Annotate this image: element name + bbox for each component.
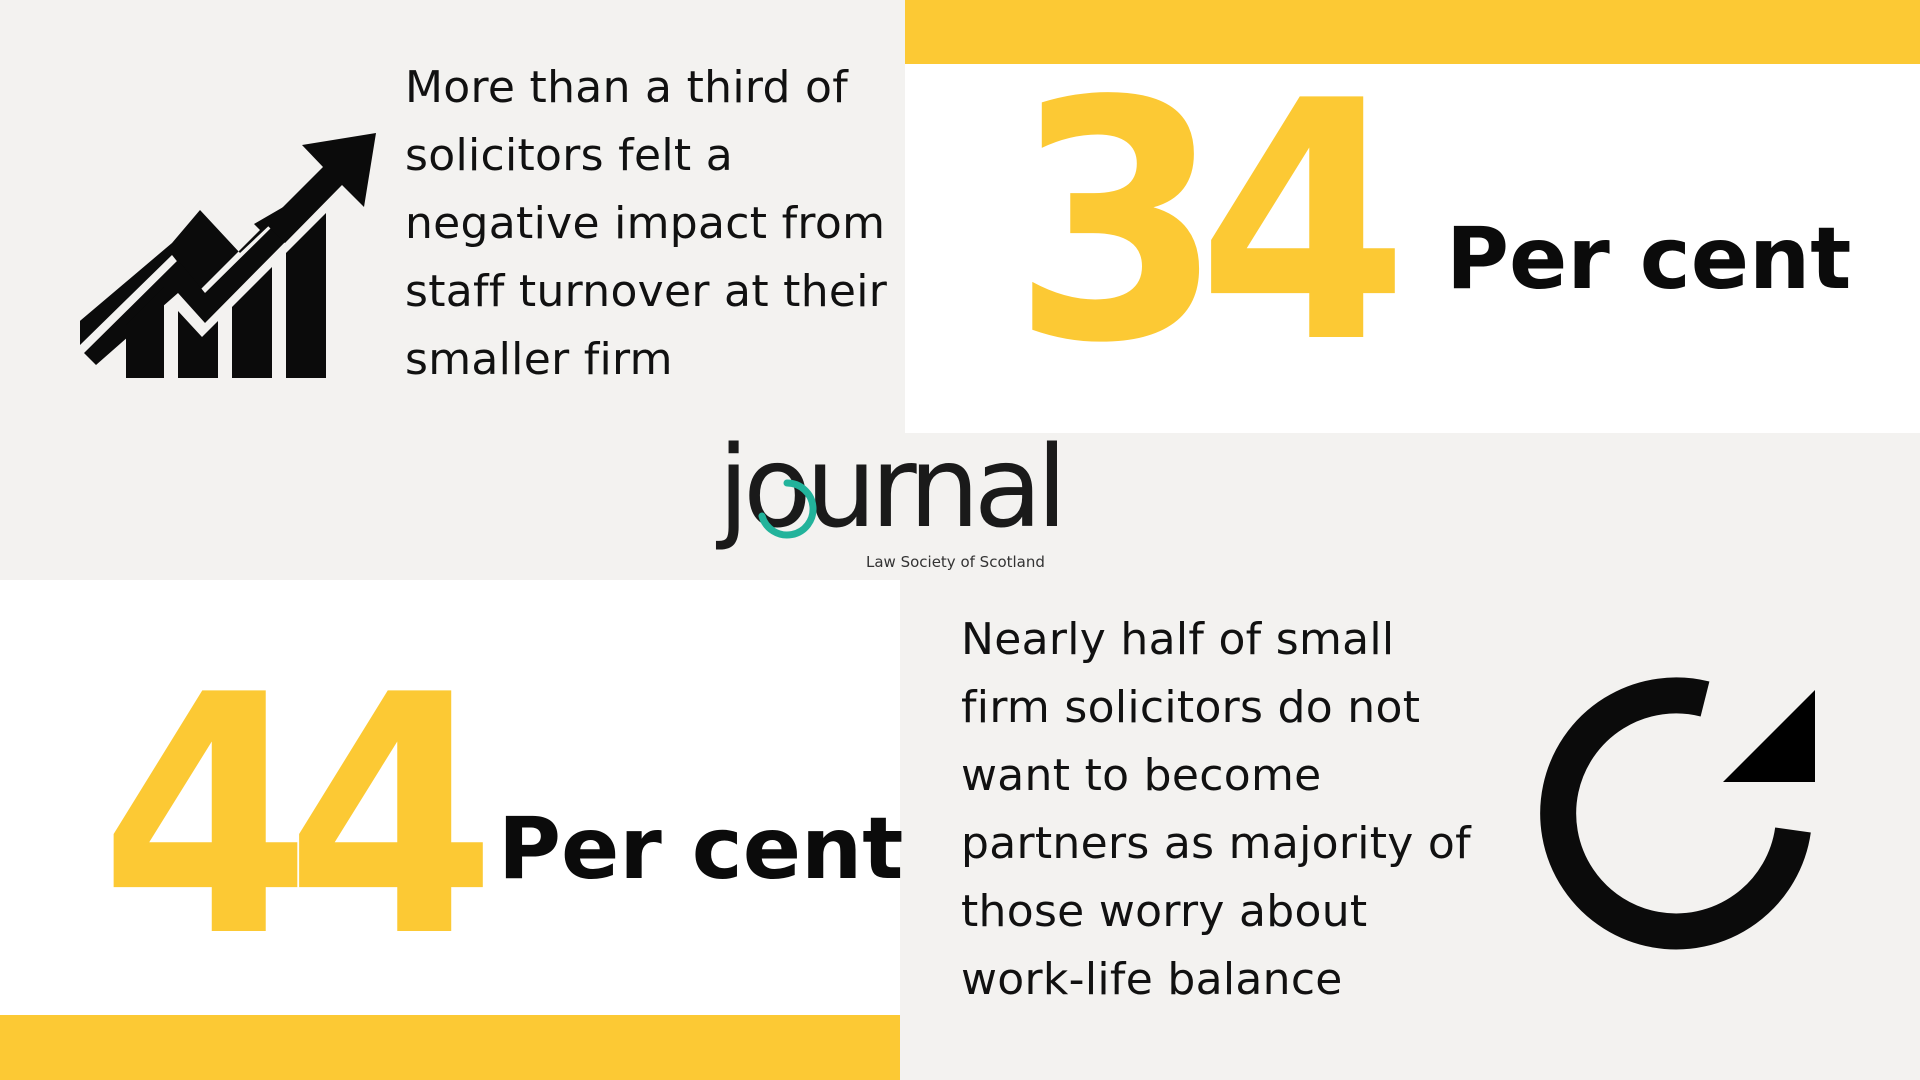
per-cent-label-top: Per cent (1446, 209, 1852, 309)
top-accent-bar (905, 0, 1920, 64)
statistic-number-34: 34 (1012, 31, 1409, 415)
refresh-icon (1540, 677, 1815, 950)
bottom-left-panel (0, 580, 900, 1080)
rising-chart-icon (80, 133, 376, 378)
top-right-panel (905, 0, 1920, 433)
bottom-right-statistic-text: Nearly half of small firm solicitors do … (961, 614, 1471, 1005)
logo-subtitle: Law Society of Scotland (866, 553, 1045, 571)
statistic-number-44: 44 (100, 625, 497, 1009)
bottom-accent-bar (0, 1015, 900, 1080)
logo-wordmark: journal (718, 423, 1067, 553)
logo-ring-icon (758, 479, 817, 539)
journal-logo: journal Law Society of Scotland (718, 432, 1068, 571)
top-left-statistic-text: More than a third of solicitors felt a n… (405, 62, 888, 385)
per-cent-label-bottom: Per cent (498, 799, 904, 899)
